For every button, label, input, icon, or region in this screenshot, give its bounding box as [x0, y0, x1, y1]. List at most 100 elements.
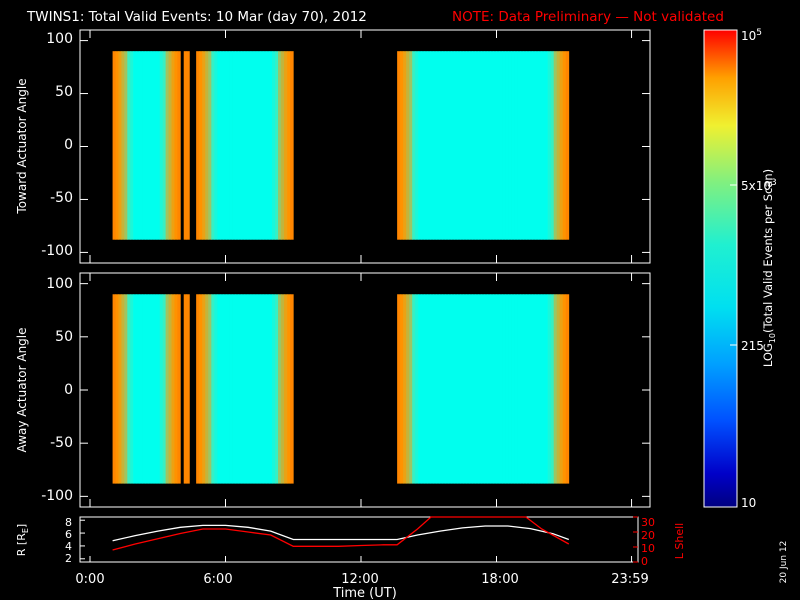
heatmap-cell-toward-3-12	[433, 51, 437, 240]
heatmap-cell-away-2-25	[272, 294, 276, 484]
heatmap-cell-away-3-53	[556, 294, 561, 484]
colorbar-tick-215: 215	[741, 339, 764, 353]
heatmap-cell-away-2-5	[211, 294, 215, 484]
heatmap-cell-away-0-2	[118, 294, 122, 484]
heatmap-cell-away-3-31	[490, 294, 494, 484]
heatmap-cell-away-0-15	[156, 294, 161, 484]
heatmap-cell-toward-3-24	[469, 51, 473, 240]
heatmap-cell-toward-3-39	[514, 51, 518, 240]
heatmap-cell-toward-2-6	[214, 51, 218, 240]
away-heatmap	[112, 294, 570, 484]
heatmap-cell-away-0-22	[177, 294, 181, 484]
heatmap-cell-away-3-30	[487, 294, 491, 484]
colorbar-label: LOG10(Total Valid Events per Scan)	[761, 169, 777, 367]
heatmap-cell-toward-2-21	[259, 51, 264, 240]
heatmap-cell-toward-3-5	[412, 51, 416, 240]
heatmap-cell-toward-3-37	[508, 51, 512, 240]
heatmap-cell-away-3-16	[445, 294, 449, 484]
heatmap-cell-away-3-54	[559, 294, 564, 484]
colorbar-label-main: LOG	[761, 343, 775, 367]
heatmap-cell-toward-3-55	[562, 51, 567, 240]
l-shell-series-line	[112, 516, 570, 551]
heatmap-cell-away-3-55	[562, 294, 567, 484]
xtick-1800: 18:00	[481, 572, 518, 587]
heatmap-cell-away-3-32	[493, 294, 497, 484]
heatmap-cell-toward-2-9	[223, 51, 227, 240]
heatmap-cell-toward-0-6	[130, 51, 134, 240]
heatmap-cell-away-3-36	[505, 294, 509, 484]
heatmap-cell-toward-0-19	[168, 51, 172, 240]
heatmap-cell-toward-3-54	[559, 51, 564, 240]
eph-right-label: L Shell	[673, 523, 686, 559]
heatmap-cell-toward-3-7	[418, 51, 422, 240]
heatmap-cell-toward-3-46	[535, 51, 540, 240]
away-ytick-0: 0	[64, 382, 73, 398]
heatmap-cell-toward-0-17	[162, 51, 167, 240]
heatmap-cell-away-2-29	[284, 294, 288, 484]
heatmap-cell-toward-2-10	[226, 51, 230, 240]
heatmap-cell-away-3-41	[520, 294, 524, 484]
heatmap-cell-toward-2-8	[220, 51, 224, 240]
heatmap-cell-toward-2-19	[253, 51, 258, 240]
heatmap-cell-toward-2-1	[199, 51, 203, 240]
heatmap-cell-toward-2-25	[272, 51, 276, 240]
heatmap-cell-toward-0-10	[142, 51, 146, 240]
heatmap-cell-away-3-25	[472, 294, 476, 484]
heatmap-cell-away-0-12	[147, 294, 152, 484]
colorbar-label-sub: 10	[768, 333, 777, 343]
heatmap-cell-toward-3-13	[436, 51, 440, 240]
heatmap-cell-away-3-22	[463, 294, 467, 484]
heatmap-cell-toward-3-10	[427, 51, 431, 240]
eph-left-tick-2: 2	[65, 552, 72, 565]
heatmap-cell-toward-2-17	[247, 51, 252, 240]
eph-left-tick-8: 8	[65, 516, 72, 529]
heatmap-cell-away-0-3	[121, 294, 125, 484]
heatmap-cell-toward-3-27	[478, 51, 482, 240]
heatmap-cell-away-3-37	[508, 294, 512, 484]
heatmap-cell-toward-3-29	[484, 51, 488, 240]
heatmap-cell-away-3-45	[532, 294, 537, 484]
heatmap-cell-toward-3-40	[517, 51, 521, 240]
panel-ephemeris: 8 6 4 2 R [RE] 30 20 10 0 L Shell 0:00 6…	[15, 516, 686, 600]
heatmap-cell-away-0-1	[115, 294, 119, 484]
toward-ytick-minus100: -100	[41, 243, 73, 259]
away-ylabel: Away Actuator Angle	[15, 327, 29, 452]
ephemeris-frame	[79, 516, 639, 563]
heatmap-cell-away-3-33	[496, 294, 500, 484]
heatmap-cell-away-2-10	[226, 294, 230, 484]
title-main: TWINS1: Total Valid Events: 10 Mar (day …	[26, 9, 367, 25]
heatmap-cell-away-3-11	[430, 294, 434, 484]
colorbar-tick-5000-exp: 3	[771, 178, 777, 188]
heatmap-cell-toward-2-23	[265, 51, 270, 240]
heatmap-cell-away-0-4	[124, 294, 128, 484]
heatmap-cell-away-2-9	[223, 294, 227, 484]
heatmap-cell-toward-3-42	[523, 51, 528, 240]
panel-toward: 100 50 0 -50 -100 Toward Actuator Angle	[15, 29, 651, 264]
heatmap-cell-away-3-14	[439, 294, 443, 484]
heatmap-cell-away-3-20	[457, 294, 461, 484]
colorbar-tick-5000: 5x103	[741, 178, 777, 193]
heatmap-cell-away-2-4	[208, 294, 212, 484]
heatmap-cell-toward-0-1	[115, 51, 119, 240]
heatmap-cell-away-3-24	[469, 294, 473, 484]
heatmap-cell-toward-3-14	[439, 51, 443, 240]
colorbar: 10 5 5x103 215 10 LOG10(Total Valid Event…	[703, 28, 777, 510]
colorbar-tick-10: 10	[741, 496, 756, 510]
heatmap-cell-away-3-47	[538, 294, 543, 484]
heatmap-cell-toward-3-0	[397, 51, 401, 240]
heatmap-cell-toward-0-21	[174, 51, 178, 240]
heatmap-cell-away-2-13	[235, 294, 240, 484]
heatmap-cell-toward-2-16	[244, 51, 249, 240]
heatmap-cell-away-2-0	[196, 294, 200, 484]
heatmap-cell-toward-2-15	[241, 51, 246, 240]
colorbar-tick-100000-exp: 5	[756, 28, 762, 38]
heatmap-cell-toward-3-4	[409, 51, 413, 240]
heatmap-cell-toward-3-21	[460, 51, 464, 240]
heatmap-cell-toward-1-1	[186, 51, 190, 240]
heatmap-cell-toward-3-31	[490, 51, 494, 240]
eph-left-label-end: ]	[15, 524, 28, 528]
heatmap-cell-toward-3-56	[565, 51, 570, 240]
heatmap-cell-away-0-18	[165, 294, 169, 484]
heatmap-cell-toward-0-20	[171, 51, 175, 240]
